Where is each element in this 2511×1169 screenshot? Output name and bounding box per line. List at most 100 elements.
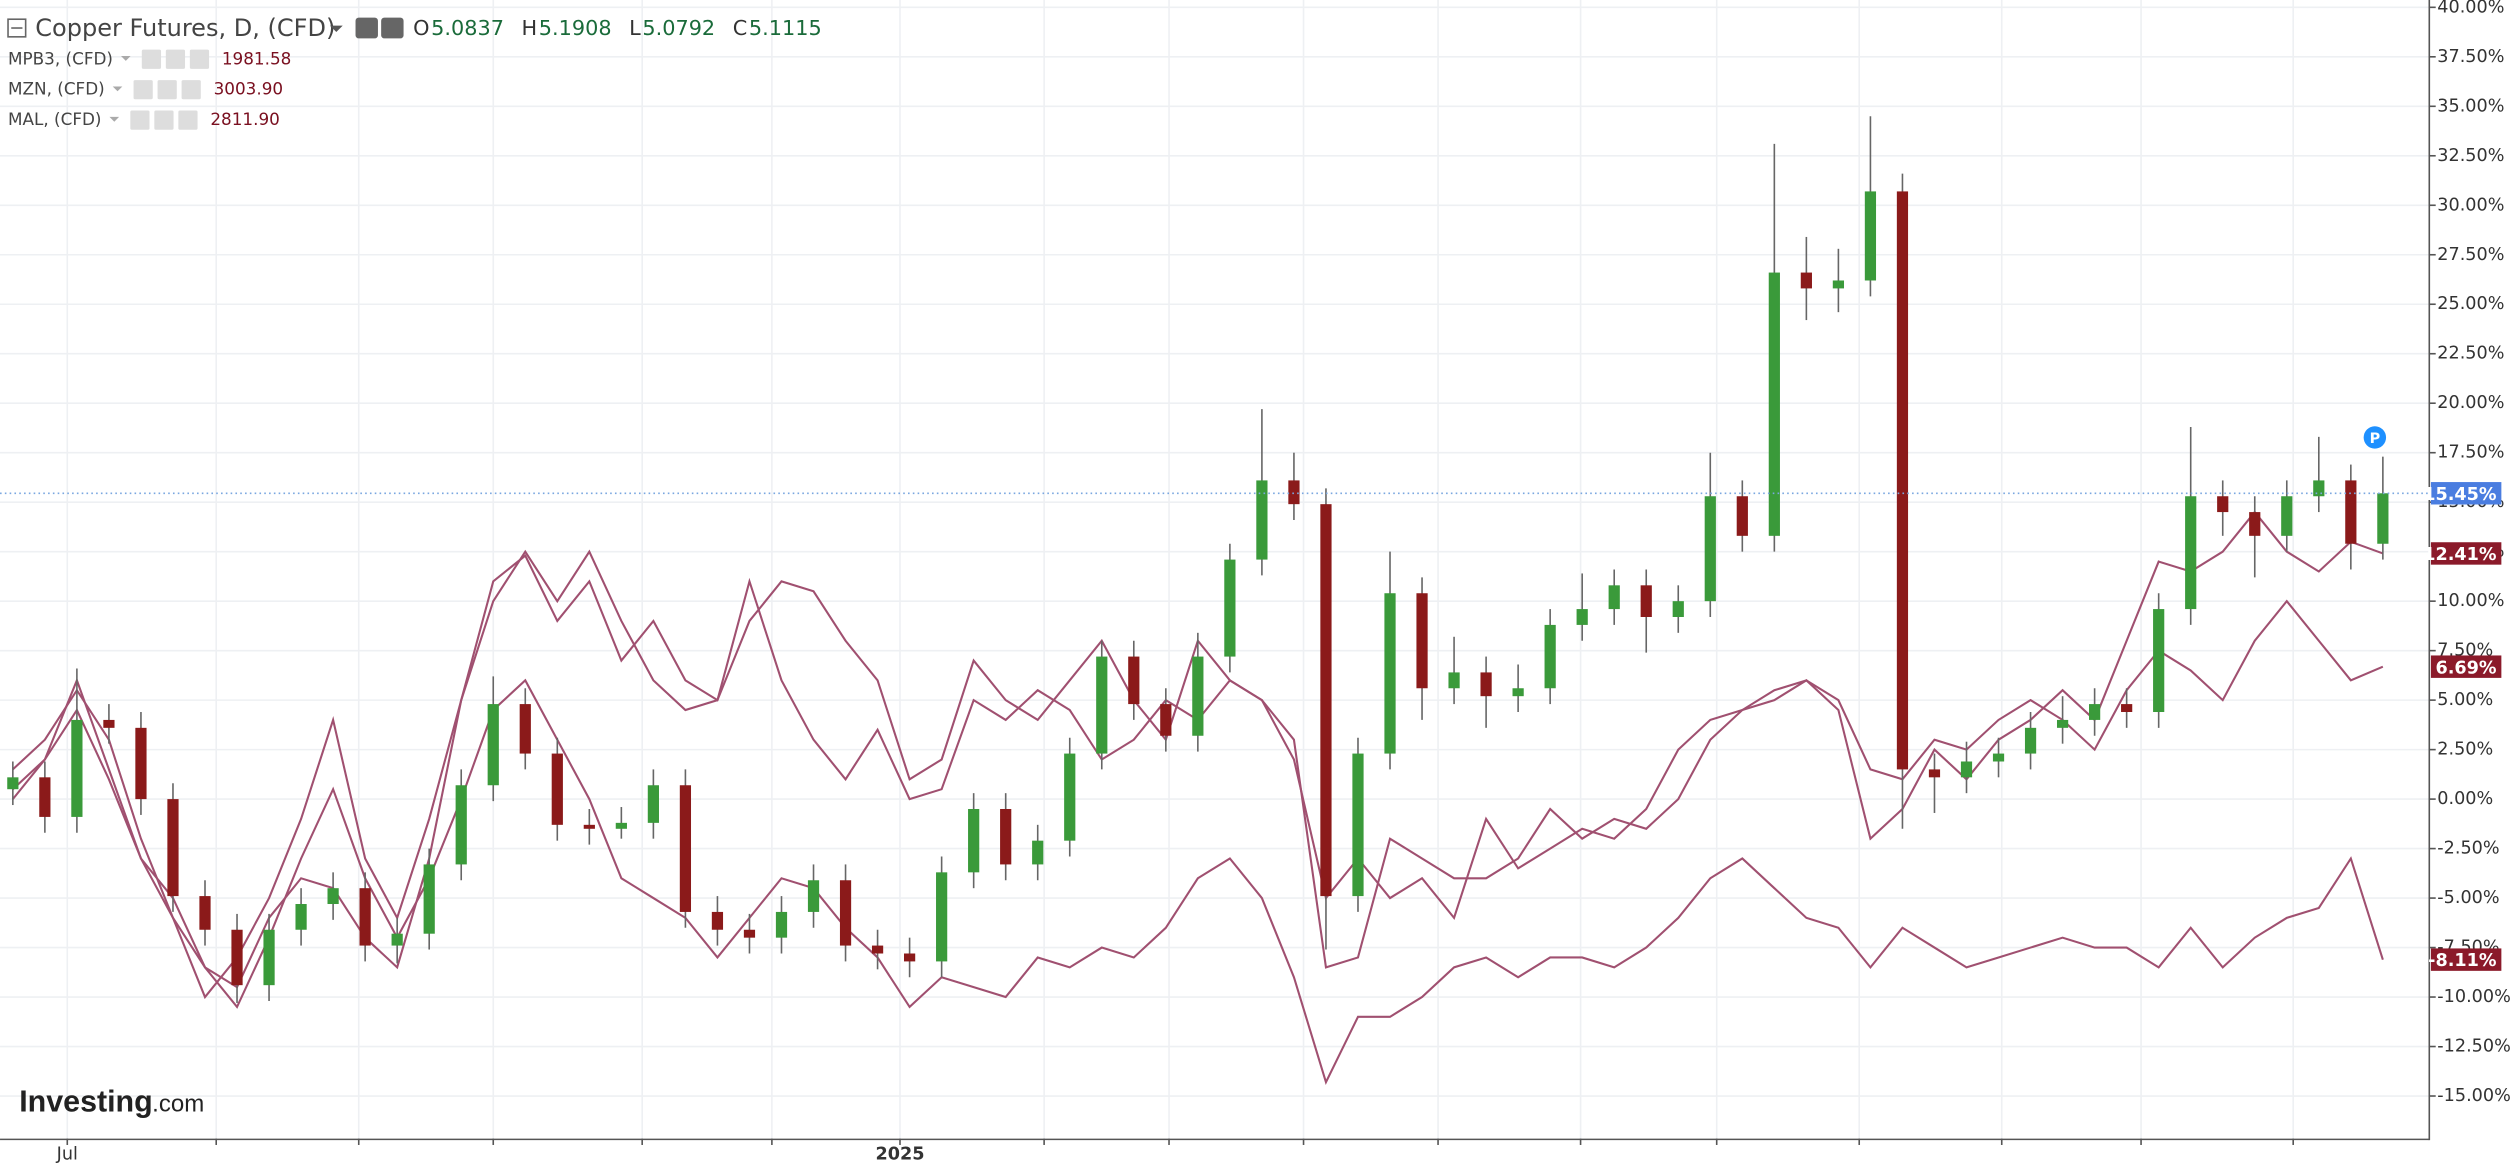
marker bbox=[2363, 426, 2387, 449]
candle-body bbox=[7, 777, 19, 790]
header: Copper Futures, D, (CFD) bbox=[7, 14, 404, 42]
legend-name: MAL, (CFD) bbox=[8, 109, 101, 129]
candle-body bbox=[1256, 480, 1268, 560]
candle-body bbox=[1960, 761, 1973, 778]
candle-body bbox=[391, 933, 403, 946]
candle-body bbox=[647, 785, 659, 823]
legend-icon bbox=[189, 49, 210, 69]
y-tick-label: 25.00% bbox=[2437, 294, 2504, 314]
candle-body bbox=[2185, 496, 2197, 610]
candle-body bbox=[2345, 480, 2357, 544]
legend-icon bbox=[181, 80, 201, 100]
collapse-icon[interactable] bbox=[7, 18, 27, 38]
legend-value: 2811.90 bbox=[210, 109, 279, 129]
price-tag-label: 15.45% bbox=[2423, 485, 2497, 505]
candle-body bbox=[1352, 753, 1364, 897]
y-tick-label: 30.00% bbox=[2437, 195, 2504, 215]
candle-body bbox=[1416, 593, 1428, 689]
candle-body bbox=[1800, 272, 1812, 289]
candle-body bbox=[231, 929, 243, 986]
candle-body bbox=[583, 824, 595, 829]
candle-body bbox=[2281, 496, 2293, 536]
candle-body bbox=[711, 911, 724, 930]
candle-body bbox=[1384, 593, 1396, 754]
candle-body bbox=[1864, 191, 1877, 281]
candle-body bbox=[199, 896, 211, 930]
candle-body bbox=[103, 719, 115, 728]
candle-body bbox=[551, 753, 563, 825]
y-tick-label: 0.00% bbox=[2437, 789, 2493, 809]
dropdown-arrow[interactable] bbox=[329, 25, 343, 33]
legend-arrow bbox=[112, 86, 123, 92]
candle-body bbox=[1544, 624, 1556, 689]
candle-body bbox=[1896, 191, 1909, 770]
candle-body bbox=[2089, 704, 2101, 720]
y-tick-label: -10.00% bbox=[2437, 987, 2511, 1007]
y-tick-label: -2.50% bbox=[2437, 839, 2499, 859]
candle-body bbox=[936, 872, 948, 962]
y-tick-label: -15.00% bbox=[2437, 1086, 2511, 1106]
candle-body bbox=[775, 911, 788, 938]
ohlc-key: C bbox=[733, 16, 748, 40]
watermark: Investing bbox=[19, 1084, 152, 1118]
marker-label: P bbox=[2370, 431, 2381, 447]
grid bbox=[0, 0, 2430, 1139]
candle-body bbox=[135, 727, 147, 800]
candle-body bbox=[1768, 272, 1780, 536]
candle-body bbox=[1832, 280, 1845, 289]
candle-body bbox=[1320, 504, 1332, 897]
candle-body bbox=[39, 777, 51, 817]
candle-body bbox=[455, 785, 467, 865]
candle-body bbox=[968, 808, 980, 873]
candle-body bbox=[2249, 512, 2261, 536]
candle-body bbox=[295, 904, 307, 930]
legend-value: 3003.90 bbox=[214, 79, 283, 99]
candle-body bbox=[615, 822, 627, 829]
candle-body bbox=[839, 880, 852, 946]
candle-body bbox=[1032, 840, 1044, 865]
ohlc-value: 5.0792 bbox=[642, 16, 715, 40]
candle-body bbox=[1480, 672, 1492, 697]
candle-body bbox=[359, 888, 371, 946]
candle-body bbox=[263, 929, 275, 986]
y-tick-label: -5.00% bbox=[2437, 888, 2499, 908]
candle-body bbox=[1672, 601, 1684, 617]
plot bbox=[0, 116, 2430, 1085]
y-tick-label: 32.50% bbox=[2437, 146, 2504, 166]
candle-body bbox=[1736, 496, 1748, 536]
gear-icon[interactable] bbox=[381, 17, 404, 39]
y-tick-label: 27.50% bbox=[2437, 245, 2504, 265]
candle-body bbox=[1224, 559, 1236, 657]
y-tick-label: 5.00% bbox=[2437, 690, 2493, 710]
ohlc-value: 5.1115 bbox=[749, 16, 822, 40]
candle-body bbox=[2121, 704, 2133, 713]
legend-icon bbox=[154, 110, 174, 130]
candle-body bbox=[871, 945, 884, 954]
candle-body bbox=[2153, 609, 2165, 713]
ohlc-key: O bbox=[413, 16, 429, 40]
price-tag bbox=[2430, 948, 2502, 971]
candle-body bbox=[743, 929, 756, 938]
candle-body bbox=[1640, 585, 1652, 617]
candle-body bbox=[423, 864, 435, 934]
ohlc-key: H bbox=[522, 16, 538, 40]
legend-icon bbox=[165, 49, 186, 69]
candle-body bbox=[1128, 656, 1140, 705]
x-tick-label: Jul bbox=[56, 1145, 78, 1165]
legend-icon bbox=[133, 80, 153, 100]
price-tag bbox=[2430, 482, 2502, 505]
settings-icon[interactable] bbox=[355, 17, 378, 39]
candle-body bbox=[2377, 493, 2389, 544]
candle-body bbox=[1576, 609, 1588, 625]
price-tag-label: -8.11% bbox=[2428, 951, 2497, 971]
y-tick-label: 17.50% bbox=[2437, 443, 2504, 463]
legend-icon bbox=[130, 110, 150, 130]
candle-body bbox=[71, 719, 83, 817]
ohlc-key: L bbox=[629, 16, 641, 40]
y-tick-label: 2.50% bbox=[2437, 740, 2493, 760]
candle-body bbox=[167, 799, 179, 897]
legend-name: MZN, (CFD) bbox=[8, 79, 105, 99]
